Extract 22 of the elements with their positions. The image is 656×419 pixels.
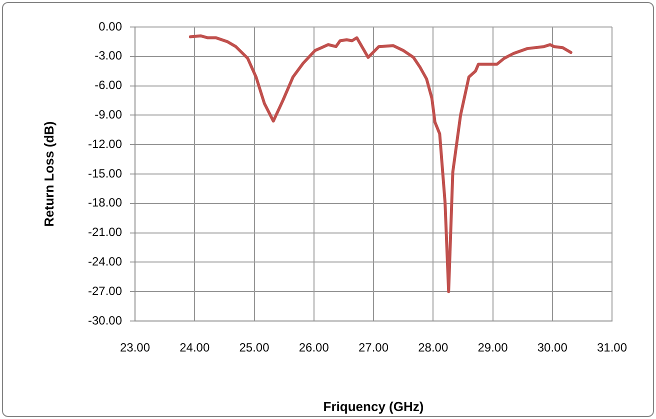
y-tick-label: -24.00 bbox=[88, 254, 122, 269]
y-axis-title: Return Loss (dB) bbox=[41, 121, 56, 227]
y-tick-label: -21.00 bbox=[88, 225, 122, 240]
y-tick-label: -27.00 bbox=[88, 284, 122, 298]
x-tick-label: 28.00 bbox=[418, 340, 448, 355]
y-tick-label: -6.00 bbox=[94, 78, 122, 92]
y-tick-label: -12.00 bbox=[88, 136, 122, 151]
x-tick-label: 23.00 bbox=[120, 340, 150, 355]
x-tick-label: 27.00 bbox=[358, 340, 389, 355]
y-tick-label: -3.00 bbox=[94, 48, 122, 63]
x-tick-label: 31.00 bbox=[596, 340, 628, 355]
x-tick-label: 25.00 bbox=[239, 340, 270, 355]
y-tick-label: -18.00 bbox=[88, 196, 122, 210]
y-tick-label: -9.00 bbox=[94, 108, 122, 122]
y-tick-label: 0.00 bbox=[98, 19, 122, 34]
x-tick-label: 24.00 bbox=[180, 340, 210, 355]
y-tick-label: -30.00 bbox=[88, 313, 122, 328]
x-tick-label: 30.00 bbox=[537, 340, 568, 355]
x-axis-title: Friquency (GHz) bbox=[323, 398, 424, 414]
x-tick-label: 26.00 bbox=[298, 340, 330, 355]
y-tick-label: -15.00 bbox=[88, 166, 122, 180]
x-tick-label: 29.00 bbox=[478, 340, 508, 355]
